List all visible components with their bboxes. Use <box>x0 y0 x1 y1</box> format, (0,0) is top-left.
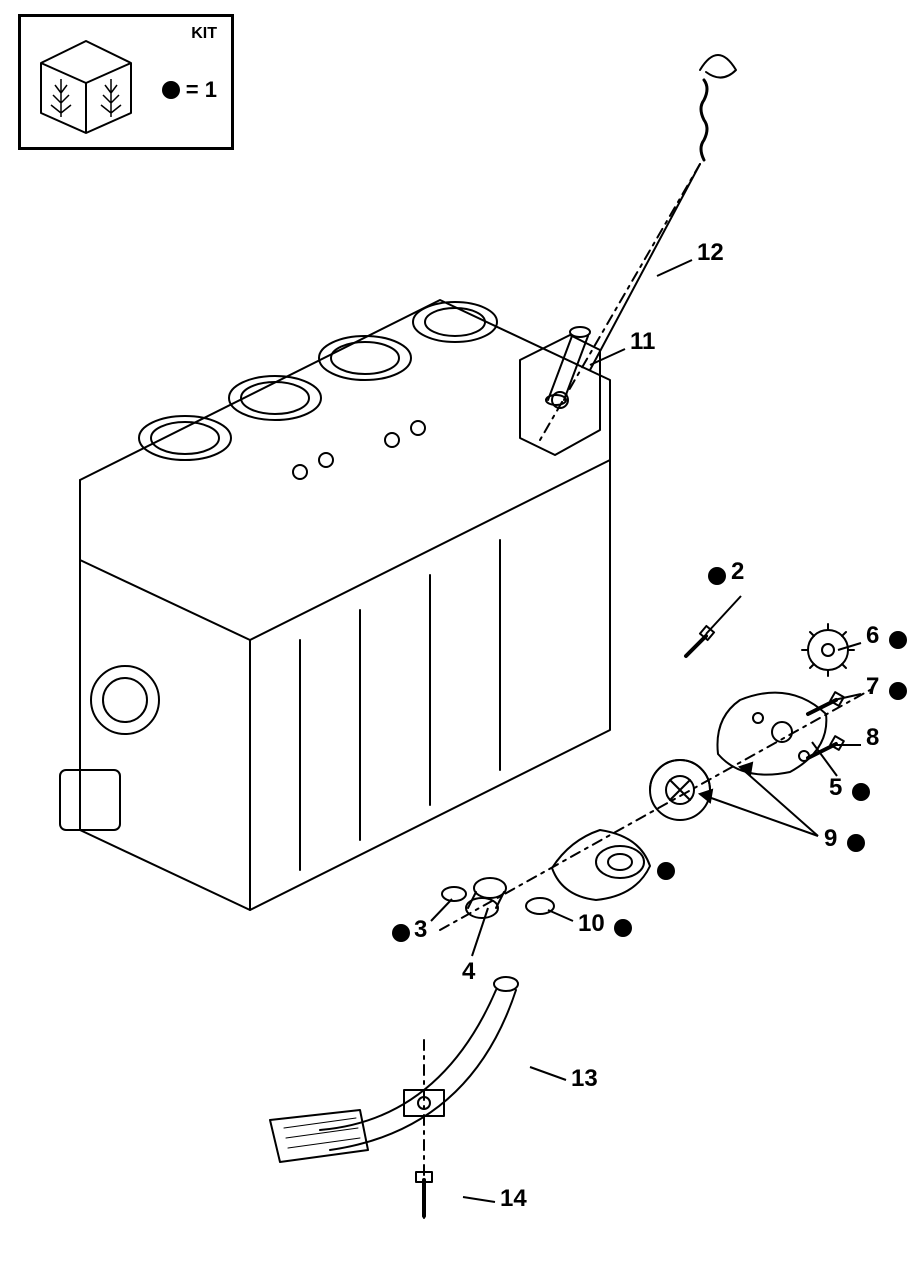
callout-dot-body <box>657 862 675 880</box>
callout-dot-10 <box>614 919 632 937</box>
callout-12: 12 <box>697 239 724 267</box>
part-bolt-2 <box>686 626 714 656</box>
callout-dot-9 <box>847 834 865 852</box>
part-rotor-set <box>650 760 710 820</box>
part-pickup-tube <box>270 977 518 1162</box>
callout-dot-7 <box>889 682 907 700</box>
callout-8: 8 <box>866 724 879 752</box>
engine-block <box>60 300 610 910</box>
callout-dot-6 <box>889 631 907 649</box>
callout-11: 11 <box>630 328 655 356</box>
part-dipstick <box>590 55 736 370</box>
callout-9: 9 <box>824 825 837 853</box>
callout-13: 13 <box>571 1065 598 1093</box>
callout-14: 14 <box>500 1185 527 1213</box>
part-oring-3 <box>442 887 466 901</box>
callout-2: 2 <box>731 558 744 586</box>
callout-5: 5 <box>829 774 842 802</box>
part-bolt-14 <box>416 1172 432 1216</box>
part-cover-plate <box>717 693 826 775</box>
part-drive-gear <box>802 624 854 676</box>
exploded-diagram <box>0 0 923 1274</box>
part-bolt-8 <box>808 736 844 758</box>
callout-dot-2 <box>708 567 726 585</box>
callout-dot-3 <box>392 924 410 942</box>
callout-3: 3 <box>414 916 427 944</box>
part-oring-10 <box>526 898 554 914</box>
callout-4: 4 <box>462 958 475 986</box>
part-plug-4 <box>466 878 506 918</box>
callout-dot-5 <box>852 783 870 801</box>
callout-6: 6 <box>866 622 879 650</box>
callout-7: 7 <box>866 673 879 701</box>
callout-10: 10 <box>578 910 605 938</box>
